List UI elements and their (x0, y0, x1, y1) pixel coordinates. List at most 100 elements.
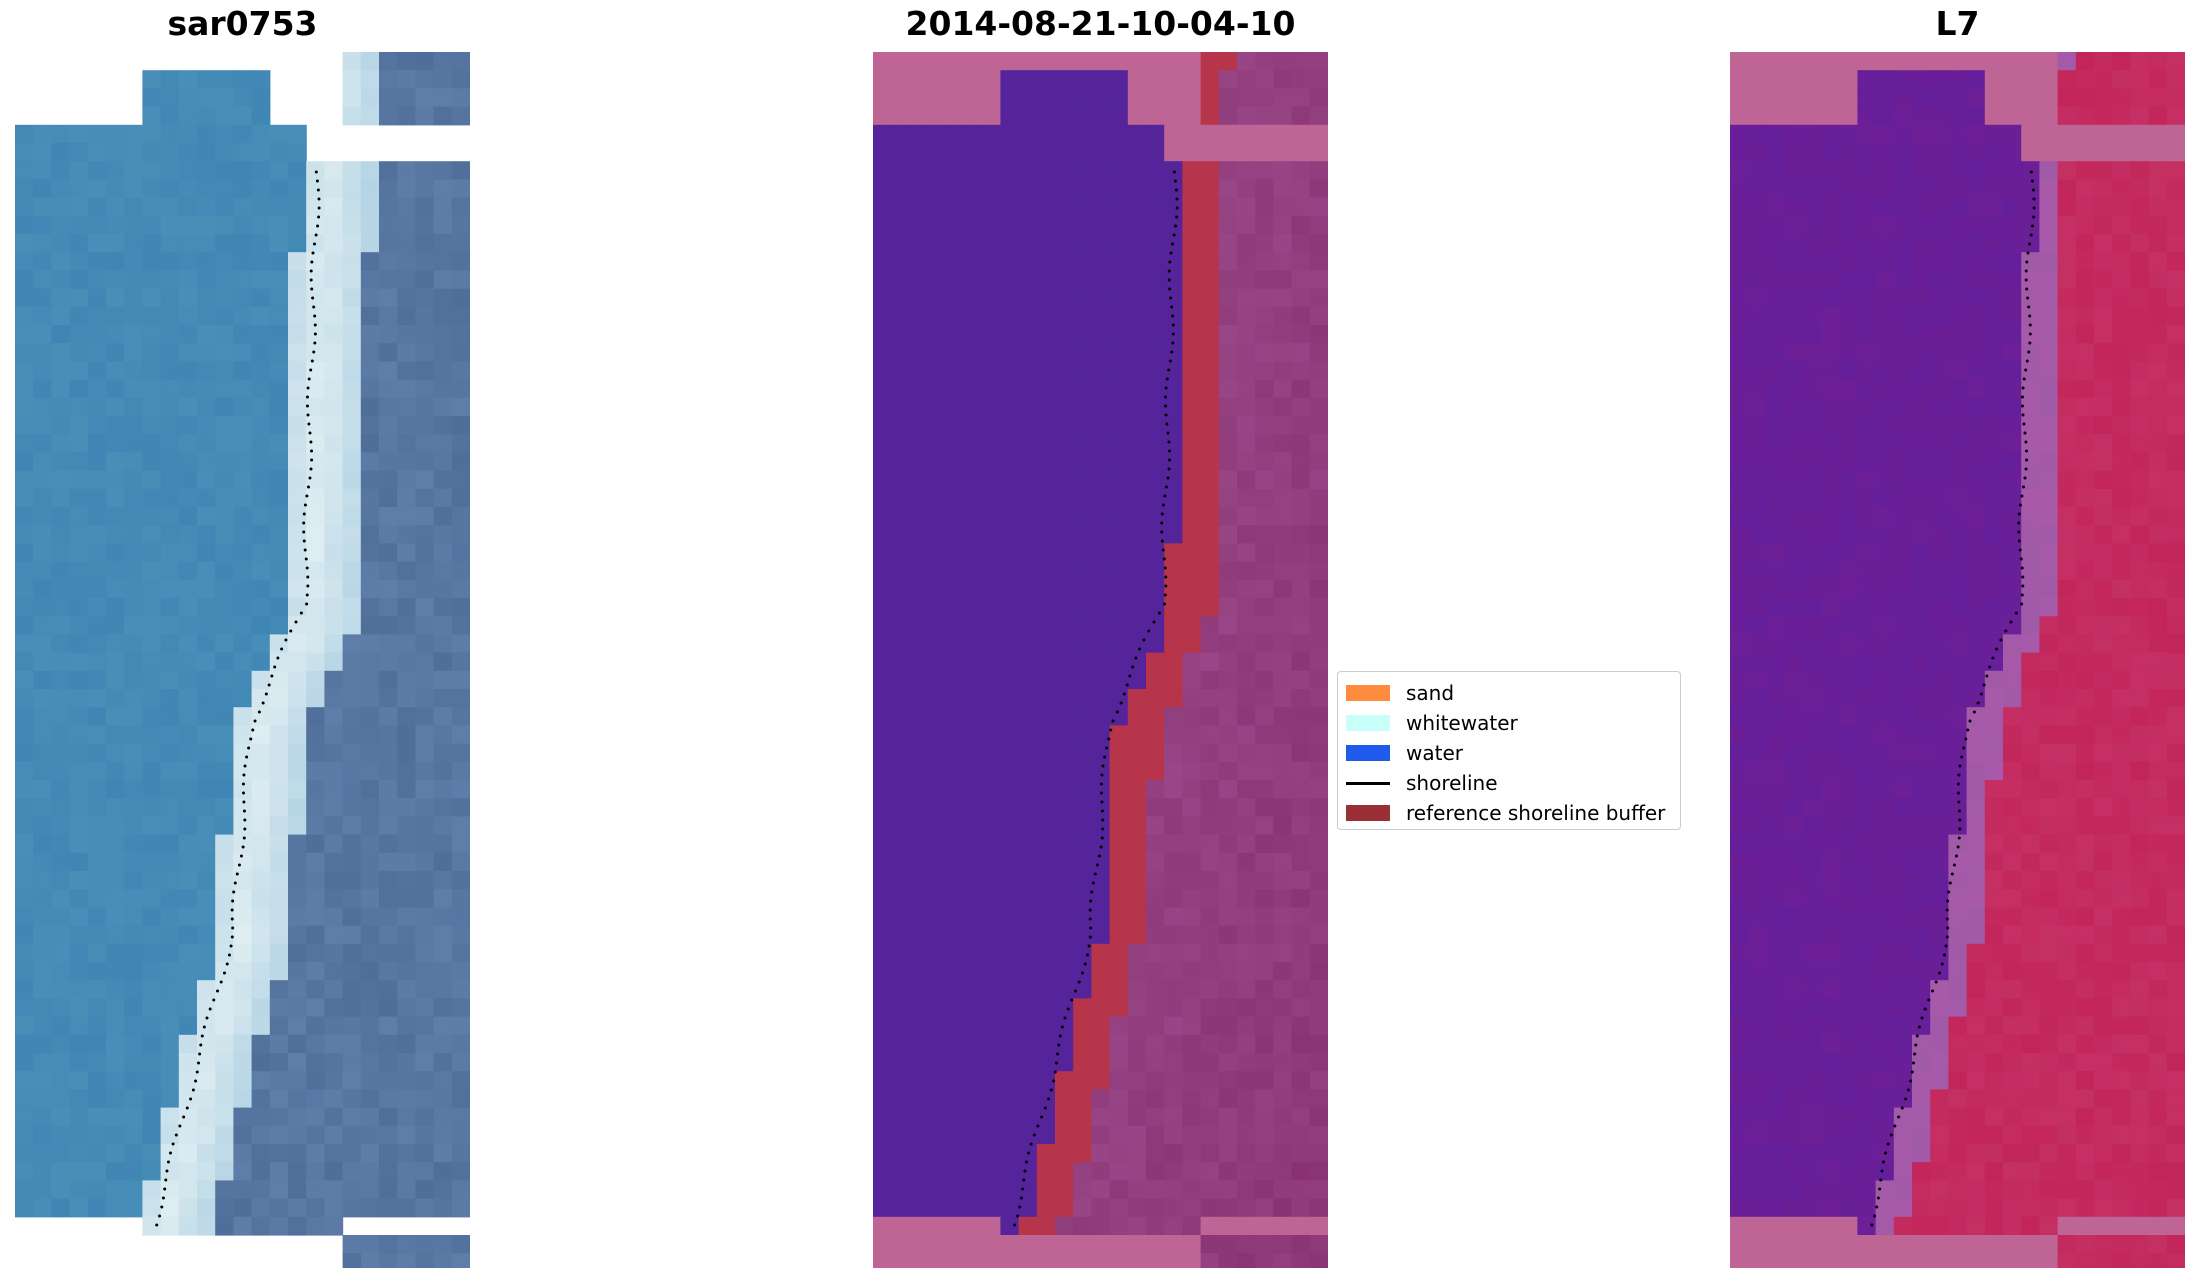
shoreline-dot (273, 665, 277, 669)
shoreline-dot (2026, 296, 2030, 300)
shoreline-dot (1157, 611, 1161, 615)
shoreline-dot (2025, 287, 2029, 291)
shoreline-dot (191, 1088, 195, 1092)
shoreline-dot (231, 899, 235, 903)
shoreline-dot (1958, 818, 1962, 822)
shoreline-dot (302, 512, 306, 516)
shoreline-dot (280, 647, 284, 651)
shoreline-dot (1056, 1052, 1060, 1056)
shoreline-dot (1077, 980, 1081, 984)
shoreline-dot (1169, 251, 1173, 255)
shoreline-dot (163, 1187, 167, 1191)
shoreline-dot (178, 1124, 182, 1128)
shoreline-dot (1100, 809, 1104, 813)
shoreline-dot (1111, 719, 1115, 723)
shoreline-dot (267, 683, 271, 687)
shoreline-dot (1134, 656, 1138, 660)
shoreline-dot (1910, 1070, 1914, 1074)
shoreline-dot (1170, 350, 1174, 354)
shoreline-dot (2017, 530, 2021, 534)
shoreline-dot (1979, 692, 1983, 696)
shoreline-dot (1090, 890, 1094, 894)
index-image (1730, 52, 2185, 1268)
legend-swatch-whitewater (1346, 715, 1390, 731)
shoreline-dot (1026, 1151, 1030, 1155)
shoreline-dot (2021, 413, 2025, 417)
shoreline-dot (2028, 341, 2032, 345)
shoreline-dot (1954, 854, 1958, 858)
shoreline-dot (1032, 1133, 1036, 1137)
shoreline-dot (2021, 575, 2025, 579)
shoreline-dot (306, 485, 310, 489)
shoreline-dot (1023, 1169, 1027, 1173)
shoreline-dot (1101, 764, 1105, 768)
shoreline-dot (2025, 458, 2029, 462)
shoreline-dot (242, 800, 246, 804)
shoreline-dot (307, 377, 311, 381)
shoreline-dot (1945, 935, 1949, 939)
shoreline-dot (2024, 269, 2028, 273)
shoreline-dot (1168, 260, 1172, 264)
shoreline-dot (294, 620, 298, 624)
shoreline-dot (1083, 962, 1087, 966)
shoreline-dot (243, 827, 247, 831)
shoreline-dot (264, 692, 268, 696)
shoreline-dot (1147, 629, 1151, 633)
shoreline-dot (309, 368, 313, 372)
shoreline-dot (305, 602, 309, 606)
shoreline-dot (2017, 539, 2021, 543)
shoreline-dot (1915, 1034, 1919, 1038)
shoreline-dot (1101, 827, 1105, 831)
panel-title-index: L7 (1935, 4, 1980, 43)
shoreline-dot (309, 269, 313, 273)
legend: sand whitewater water shoreline referenc… (1337, 671, 1681, 830)
shoreline-dot (1168, 287, 1172, 291)
shoreline-dot (2020, 593, 2024, 597)
shoreline-dot (195, 1070, 199, 1074)
shoreline-dot (1168, 458, 1172, 462)
shoreline-dot (1043, 1106, 1047, 1110)
legend-swatch-water (1346, 745, 1390, 761)
shoreline-dot (1934, 980, 1938, 984)
shoreline-dot (1931, 989, 1935, 993)
shoreline-dot (1055, 1061, 1059, 1065)
shoreline-dot (198, 1052, 202, 1056)
legend-label-shoreline: shoreline (1406, 771, 1498, 795)
shoreline-dot (1175, 215, 1179, 219)
shoreline-dot (247, 746, 251, 750)
shoreline-dot (1175, 197, 1179, 201)
shoreline-dot (202, 1025, 206, 1029)
shoreline-dot (1945, 917, 1949, 921)
shoreline-dot (1167, 269, 1171, 273)
shoreline-dot (1115, 710, 1119, 714)
shoreline-dot (1164, 584, 1168, 588)
shoreline-dot (1105, 746, 1109, 750)
legend-item-buffer: reference shoreline buffer (1346, 798, 1672, 828)
shoreline-dot (1914, 1043, 1918, 1047)
shoreline-dot (2028, 242, 2032, 246)
classified-image (873, 52, 1328, 1268)
shoreline-dot (306, 584, 310, 588)
shoreline-dot (165, 1169, 169, 1173)
shoreline-dot (185, 1106, 189, 1110)
shoreline-dot (174, 1133, 178, 1137)
shoreline-dot (1049, 1088, 1053, 1092)
shoreline-dot (2018, 548, 2022, 552)
shoreline-dot (1164, 413, 1168, 417)
legend-item-shoreline: shoreline (1346, 768, 1672, 798)
shoreline-dot (1947, 890, 1951, 894)
shoreline-dot (1101, 818, 1105, 822)
shoreline-dot (2022, 377, 2026, 381)
shoreline-dot (309, 278, 313, 282)
shoreline-dot (251, 728, 255, 732)
shoreline-dot (1058, 1034, 1062, 1038)
shoreline-dot (1160, 530, 1164, 534)
shoreline-dot (1088, 908, 1092, 912)
shoreline-dot (257, 710, 261, 714)
shoreline-dot (317, 197, 321, 201)
shoreline-dot (2017, 512, 2021, 516)
shoreline-dot (1991, 656, 1995, 660)
shoreline-dot (205, 1016, 209, 1020)
shoreline-dot (310, 458, 314, 462)
shoreline-dot (1950, 872, 1954, 876)
